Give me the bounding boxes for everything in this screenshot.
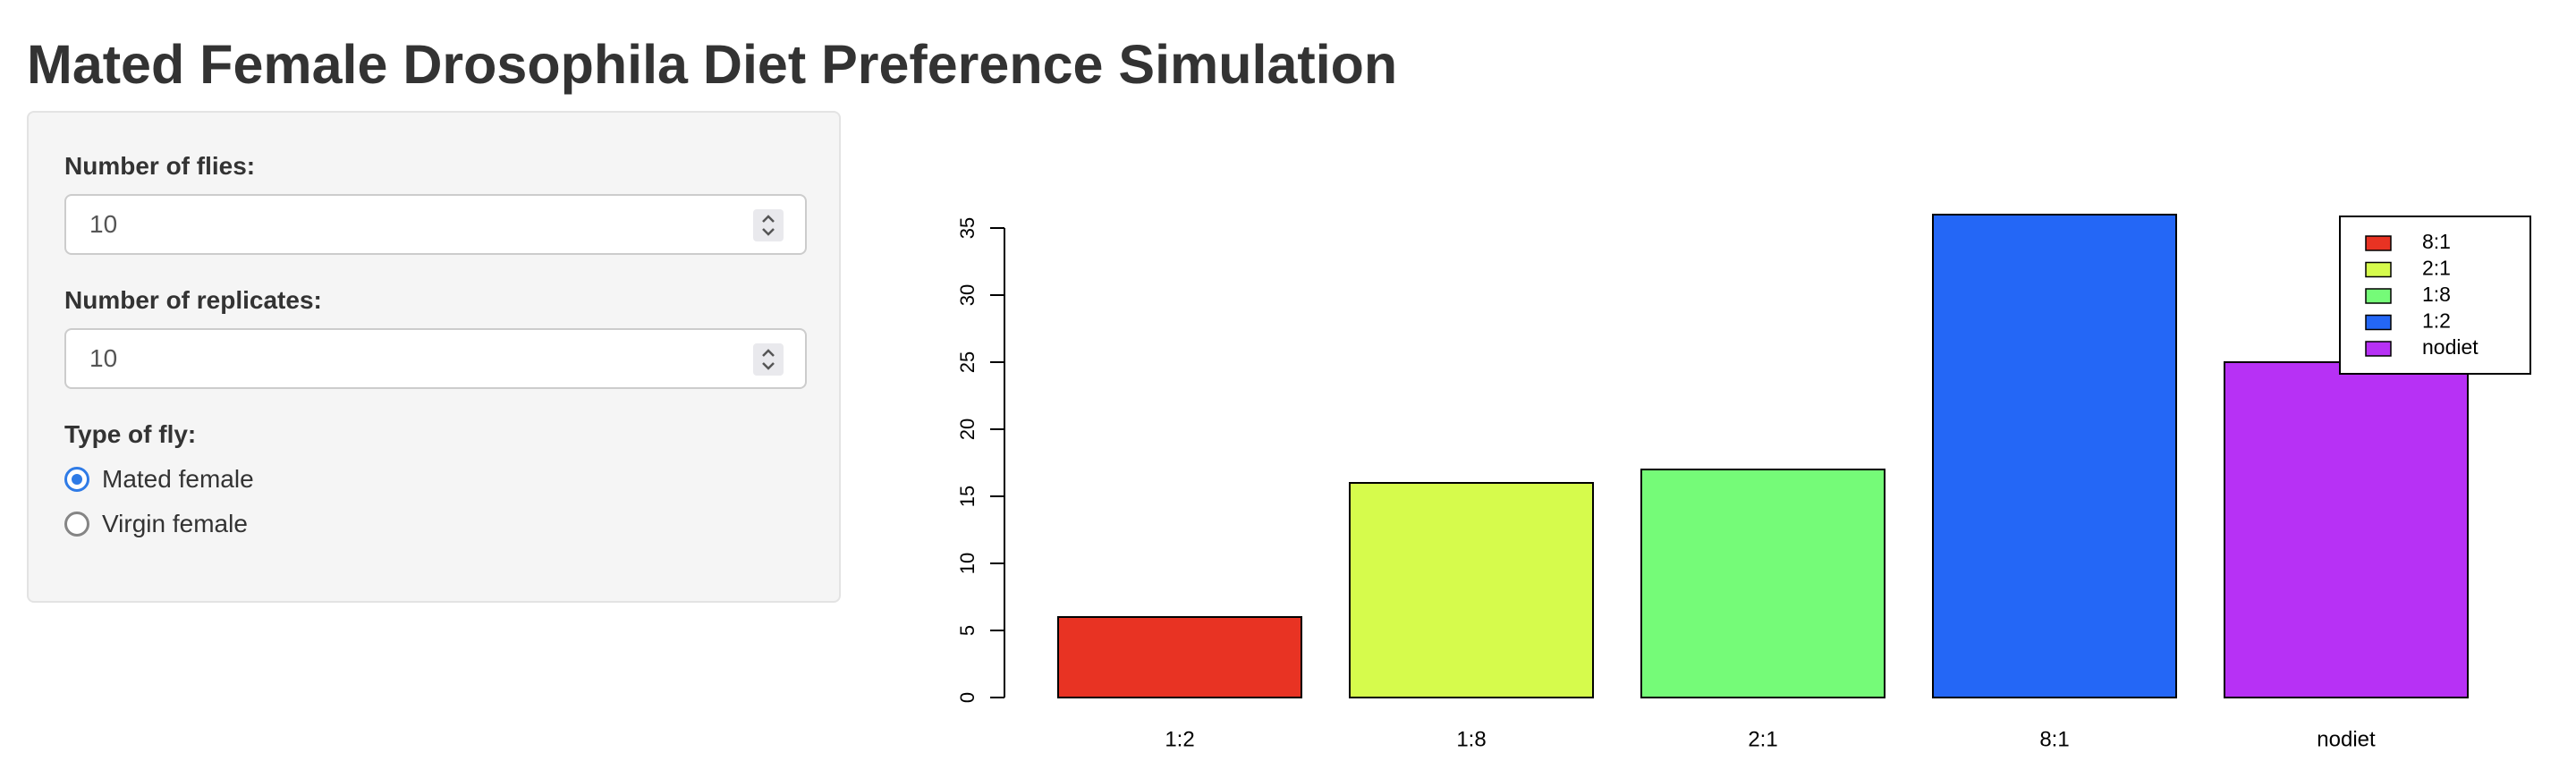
number-of-flies-value: 10 — [89, 210, 118, 238]
y-tick-label: 15 — [956, 486, 979, 507]
legend-label: 2:1 — [2422, 257, 2451, 280]
number-of-flies-spinner[interactable] — [753, 209, 784, 241]
bar-2-1 — [1640, 469, 1885, 698]
y-tick-label: 10 — [956, 553, 979, 574]
radio-checked-icon[interactable] — [64, 467, 89, 492]
bars — [1057, 214, 2469, 698]
number-of-replicates-spinner[interactable] — [753, 343, 784, 376]
y-tick-label: 20 — [956, 419, 979, 440]
x-tick-label: 8:1 — [2039, 727, 2069, 751]
radio-unchecked-icon[interactable] — [64, 512, 89, 537]
x-tick-label: 2:1 — [1748, 727, 1777, 751]
sidebar-panel: Number of flies: 10 Number of replicates… — [27, 111, 841, 603]
x-axis-labels: 1:2 1:8 2:1 8:1 nodiet — [1165, 727, 2376, 751]
legend-label: 8:1 — [2422, 230, 2451, 253]
spinner-arrows-icon — [762, 349, 775, 370]
y-tick-label: 5 — [956, 625, 979, 636]
spinner-arrows-icon — [762, 215, 775, 236]
legend-label: 1:2 — [2422, 309, 2451, 333]
replicates-label: Number of replicates: — [64, 286, 322, 314]
legend-swatch — [2365, 288, 2392, 304]
number-of-replicates-input[interactable]: 10 — [64, 328, 807, 389]
number-of-replicates-value: 10 — [89, 344, 118, 372]
legend-swatch — [2365, 235, 2392, 251]
y-axis: 0 5 10 15 20 25 30 35 — [956, 217, 1005, 703]
number-of-flies-input[interactable]: 10 — [64, 194, 807, 255]
flies-label: Number of flies: — [64, 152, 256, 180]
bar-8-1 — [1932, 214, 2177, 698]
legend-label: 1:8 — [2422, 283, 2451, 306]
bar-1-8 — [1349, 482, 1594, 698]
radio-mated-female-label: Mated female — [102, 465, 254, 493]
x-tick-label: 1:8 — [1456, 727, 1486, 751]
bar-1-2 — [1057, 616, 1302, 698]
y-tick-label: 30 — [956, 284, 979, 306]
legend-label: nodiet — [2422, 335, 2479, 359]
fly-type-label: Type of fly: — [64, 420, 197, 448]
radio-virgin-female-label: Virgin female — [102, 510, 248, 537]
x-tick-label: 1:2 — [1165, 727, 1194, 751]
bar-nodiet — [2224, 361, 2469, 698]
page-title: Mated Female Drosophila Diet Preference … — [27, 34, 1398, 95]
legend-swatch — [2365, 314, 2392, 331]
x-tick-label: nodiet — [2317, 727, 2376, 751]
y-tick-label: 25 — [956, 351, 979, 373]
y-tick-label: 35 — [956, 217, 979, 239]
legend-swatch — [2365, 261, 2392, 278]
legend-swatch — [2365, 341, 2392, 357]
y-tick-label: 0 — [956, 692, 979, 703]
